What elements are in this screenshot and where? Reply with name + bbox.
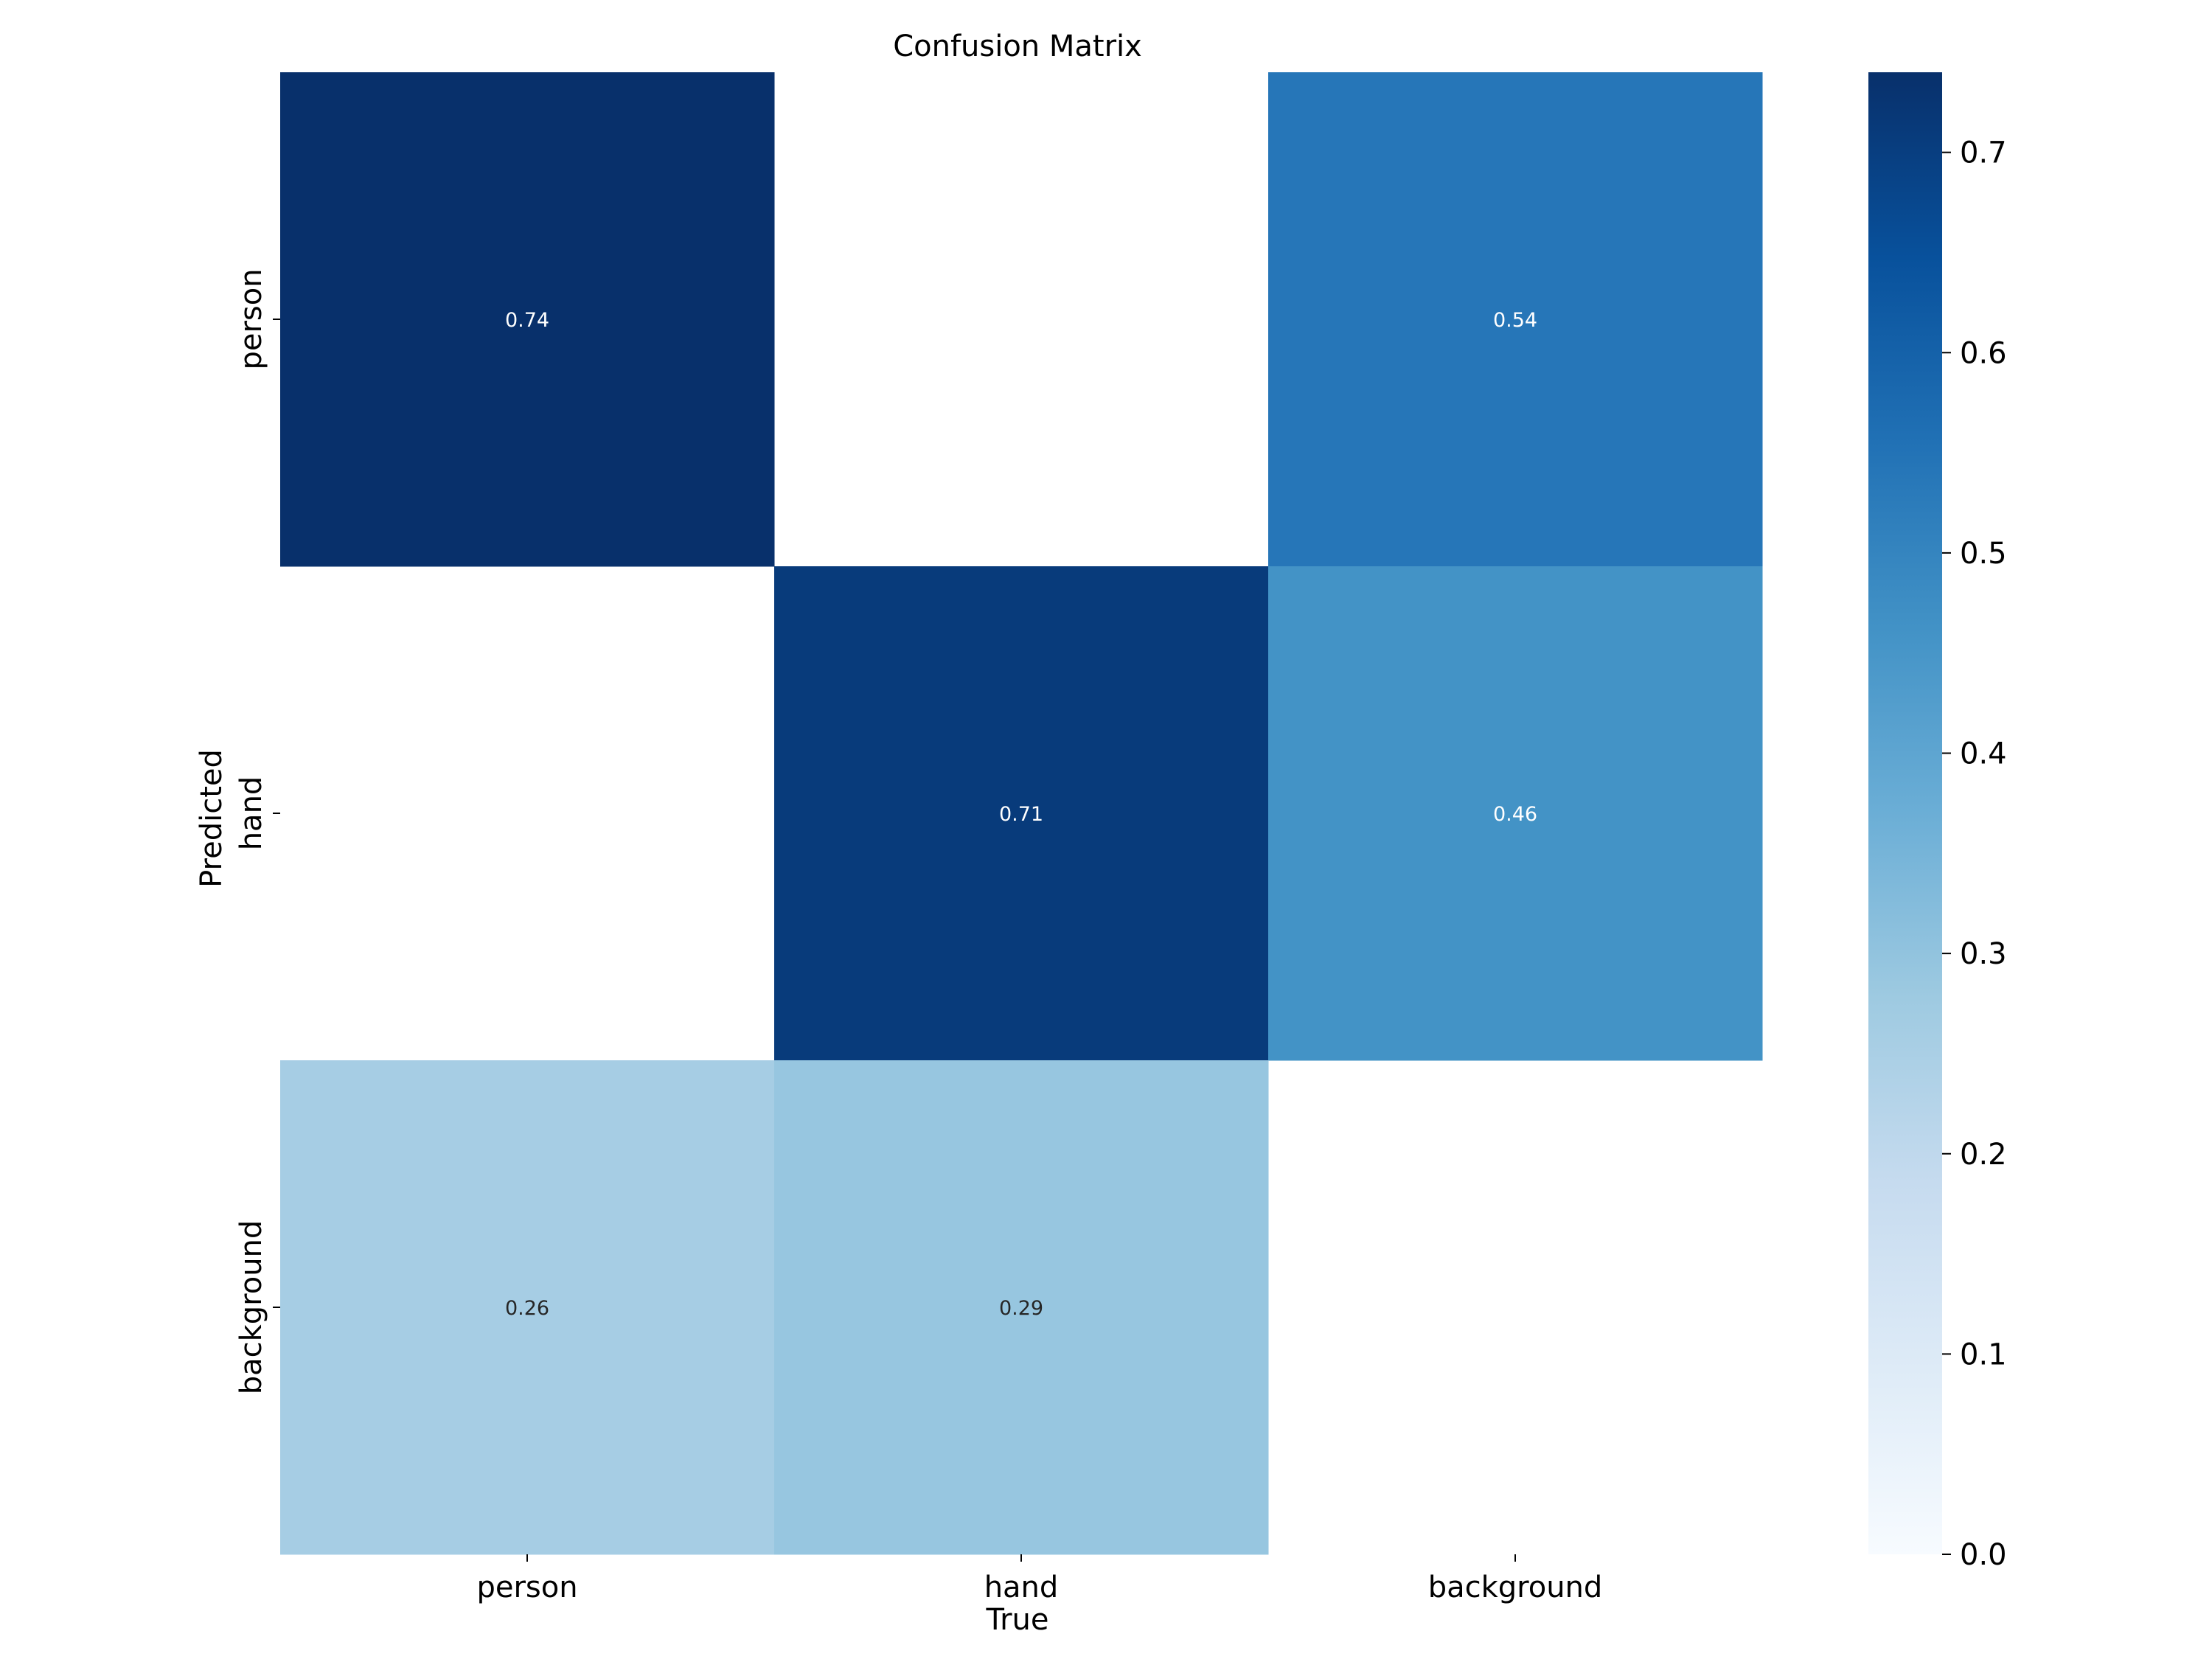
cell-value-label: 0.29 (999, 1297, 1043, 1320)
x-tick-label: background (1428, 1571, 1603, 1604)
cell-value-label: 0.46 (1493, 803, 1537, 826)
colorbar-tick-label: 0.7 (1960, 136, 2007, 170)
colorbar-tick-label: 0.1 (1960, 1338, 2007, 1371)
heatmap-cell-hand-hand (774, 566, 1269, 1061)
heatmap-cell-background-hand (774, 1060, 1269, 1555)
heatmap-cell-person-background (1268, 72, 1763, 567)
x-tick-label: hand (984, 1571, 1059, 1604)
colorbar-tick-label: 0.2 (1960, 1138, 2007, 1172)
colorbar-tick-label: 0.6 (1960, 336, 2007, 370)
cell-value-label: 0.54 (1493, 309, 1537, 332)
y-axis-ticks: person hand background (234, 268, 280, 1394)
colorbar-tick-label: 0.3 (1960, 937, 2007, 971)
colorbar: 0.0 0.1 0.2 0.3 0.4 0.5 0.6 0.7 (1868, 72, 2007, 1572)
heatmap-cell-hand-background (1268, 566, 1763, 1061)
y-tick-label: person (234, 268, 268, 369)
colorbar-tick-label: 0.5 (1960, 537, 2007, 571)
y-tick-label: background (234, 1220, 268, 1395)
colorbar-tick-label: 0.4 (1960, 737, 2007, 771)
colorbar-tick-label: 0.0 (1960, 1538, 2007, 1572)
heatmap-cell-person-person (280, 72, 775, 567)
heatmap-cell-labels: 0.74 0.54 0.71 0.46 0.26 0.29 (505, 309, 1537, 1320)
colorbar-gradient (1868, 72, 1942, 1554)
heatmap-cells (280, 72, 1763, 1555)
x-axis-label: True (986, 1603, 1049, 1637)
x-axis-ticks: person hand background (476, 1554, 1602, 1604)
y-tick-label: hand (234, 776, 268, 851)
chart-title: Confusion Matrix (893, 29, 1142, 63)
cell-value-label: 0.26 (505, 1297, 549, 1320)
heatmap-cell-background-person (280, 1060, 775, 1555)
y-axis-label: Predicted (195, 749, 229, 888)
cell-value-label: 0.74 (505, 309, 549, 332)
cell-value-label: 0.71 (999, 803, 1043, 826)
colorbar-ticks: 0.0 0.1 0.2 0.3 0.4 0.5 0.6 0.7 (1942, 136, 2007, 1572)
x-tick-label: person (476, 1571, 577, 1604)
